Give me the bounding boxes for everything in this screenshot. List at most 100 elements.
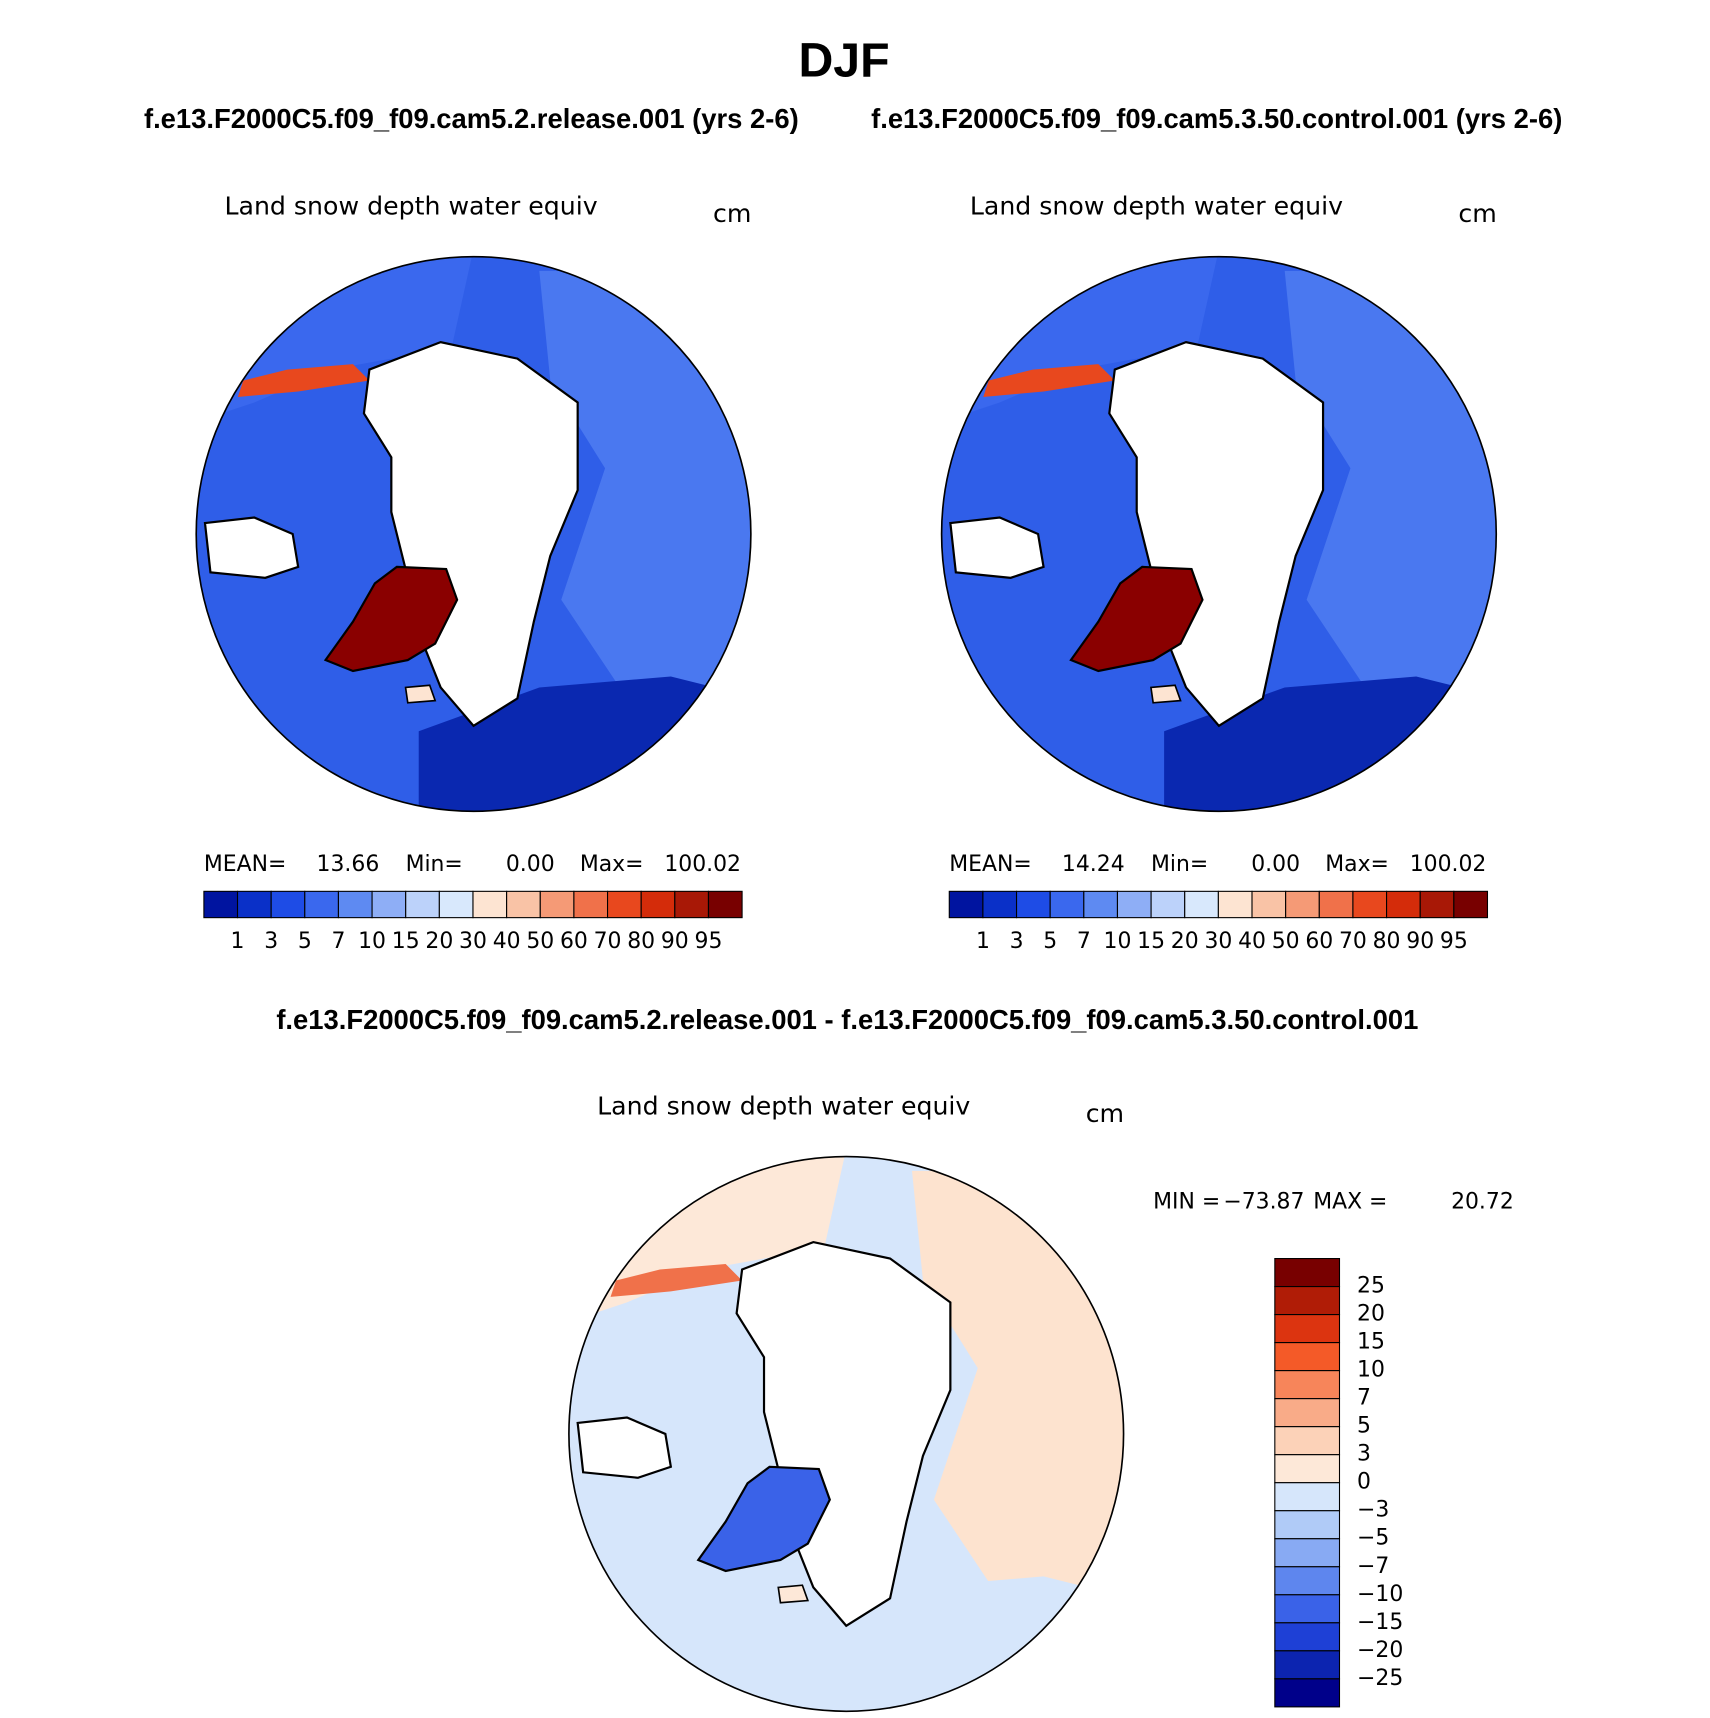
units-label: cm <box>713 199 751 228</box>
colorbar-box <box>1083 890 1119 919</box>
colorbar-box <box>1274 1510 1341 1540</box>
map-ocean <box>949 516 1045 579</box>
colorbar-label: 0 <box>1357 1470 1371 1495</box>
colorbar-label: −15 <box>1357 1610 1403 1635</box>
colorbar-box <box>1274 1286 1341 1316</box>
colorbar-box <box>1274 1678 1341 1708</box>
colorbar-label: 15 <box>392 929 420 954</box>
colorbar-box <box>948 890 984 919</box>
stat-value: −73.87 <box>1223 1190 1304 1215</box>
colorbar-label: 80 <box>627 929 655 954</box>
map <box>941 256 1497 812</box>
colorbar-box <box>506 890 541 919</box>
colorbar-box <box>304 890 339 919</box>
colorbar-label: 10 <box>1357 1358 1385 1383</box>
variable-label: Land snow depth water equiv <box>597 1091 970 1120</box>
map <box>568 1156 1124 1712</box>
colorbar-label: 5 <box>298 929 312 954</box>
colorbar-label: 20 <box>1171 929 1199 954</box>
colorbar-label: 70 <box>1339 929 1367 954</box>
colorbar-box <box>1015 890 1051 919</box>
colorbar-label: 1 <box>231 929 245 954</box>
colorbar-box <box>573 890 609 919</box>
map-greenland <box>1069 565 1204 673</box>
colorbar-label: 15 <box>1137 929 1165 954</box>
colorbar-box <box>1274 1454 1341 1484</box>
stat-label: MIN = <box>1153 1190 1220 1215</box>
colorbar-label: 60 <box>1305 929 1333 954</box>
map-stripe <box>610 1264 743 1297</box>
colorbar-box <box>1274 1370 1341 1400</box>
colorbar-label: 3 <box>1010 929 1024 954</box>
map-border <box>940 255 1498 813</box>
colorbar-box <box>1274 1650 1341 1680</box>
colorbar-box <box>1285 890 1320 919</box>
colorbar-label: 40 <box>1238 929 1266 954</box>
colorbar-box <box>438 890 474 919</box>
colorbar-label: 90 <box>661 929 689 954</box>
colorbar-label: −7 <box>1357 1554 1389 1579</box>
map-ocean <box>576 1416 673 1479</box>
colorbar-label: 95 <box>1440 929 1468 954</box>
colorbar-box <box>1352 890 1388 919</box>
colorbar-label: 60 <box>560 929 588 954</box>
colorbar-label: −25 <box>1357 1666 1403 1691</box>
colorbar-box <box>606 890 642 919</box>
colorbar-label: 10 <box>358 929 386 954</box>
map-iceland <box>777 1584 810 1604</box>
map-iceland <box>404 684 437 704</box>
colorbar-label: 10 <box>1104 929 1132 954</box>
colorbar-label: −20 <box>1357 1638 1403 1663</box>
stat-value: 13.66 <box>317 852 380 877</box>
colorbar-box <box>236 890 272 919</box>
map-ocean <box>735 1240 952 1628</box>
colorbar-box <box>1217 890 1253 919</box>
colorbar-box <box>371 890 407 919</box>
map-ocean <box>1108 341 1325 728</box>
colorbar-label: 25 <box>1357 1274 1385 1299</box>
map-stripe <box>983 364 1115 397</box>
stat-value: 14.24 <box>1062 852 1125 877</box>
variable-label: Land snow depth water equiv <box>970 191 1343 220</box>
colorbar-box <box>539 890 575 919</box>
map-iceland <box>1150 684 1182 704</box>
colorbar-label: 95 <box>695 929 723 954</box>
colorbar-label: −5 <box>1357 1526 1389 1551</box>
map <box>196 256 751 812</box>
map-region <box>912 1170 1124 1654</box>
case-title: f.e13.F2000C5.f09_f09.cam5.3.50.control.… <box>871 103 1562 134</box>
colorbar-box <box>1274 1258 1341 1288</box>
stat-label: Min= <box>406 852 463 877</box>
colorbar-box <box>1251 890 1287 919</box>
stat-value: 100.02 <box>1410 852 1487 877</box>
colorbar-box <box>1419 890 1455 919</box>
stat-label: MEAN= <box>204 852 286 877</box>
colorbar-label: 40 <box>493 929 521 954</box>
map-border <box>568 1155 1125 1713</box>
colorbar-box <box>1274 1314 1341 1344</box>
colorbar-label: 3 <box>264 929 278 954</box>
stat-value: 20.72 <box>1451 1190 1514 1215</box>
colorbar-box <box>1049 890 1085 919</box>
colorbar-label: 20 <box>425 929 453 954</box>
colorbar-label: 80 <box>1373 929 1401 954</box>
colorbar-label: 15 <box>1357 1330 1385 1355</box>
colorbar-label: 7 <box>1357 1386 1371 1411</box>
colorbar-box <box>1274 1594 1341 1624</box>
colorbar-label: 3 <box>1357 1442 1371 1467</box>
colorbar-box <box>707 890 743 919</box>
stat-label: MEAN= <box>949 852 1031 877</box>
title: DJF <box>798 33 889 87</box>
map-border <box>195 255 752 813</box>
colorbar-label: 50 <box>526 929 554 954</box>
colorbar-box <box>674 890 710 919</box>
colorbar-box <box>1274 1622 1341 1652</box>
colorbar-label: 7 <box>1077 929 1091 954</box>
colorbar-box <box>1274 1566 1341 1596</box>
colorbar-box <box>1184 890 1219 919</box>
stat-value: 100.02 <box>664 852 741 877</box>
colorbar-box <box>1274 1538 1341 1568</box>
colorbar-box <box>1274 1482 1341 1512</box>
colorbar-label: −3 <box>1357 1498 1389 1523</box>
